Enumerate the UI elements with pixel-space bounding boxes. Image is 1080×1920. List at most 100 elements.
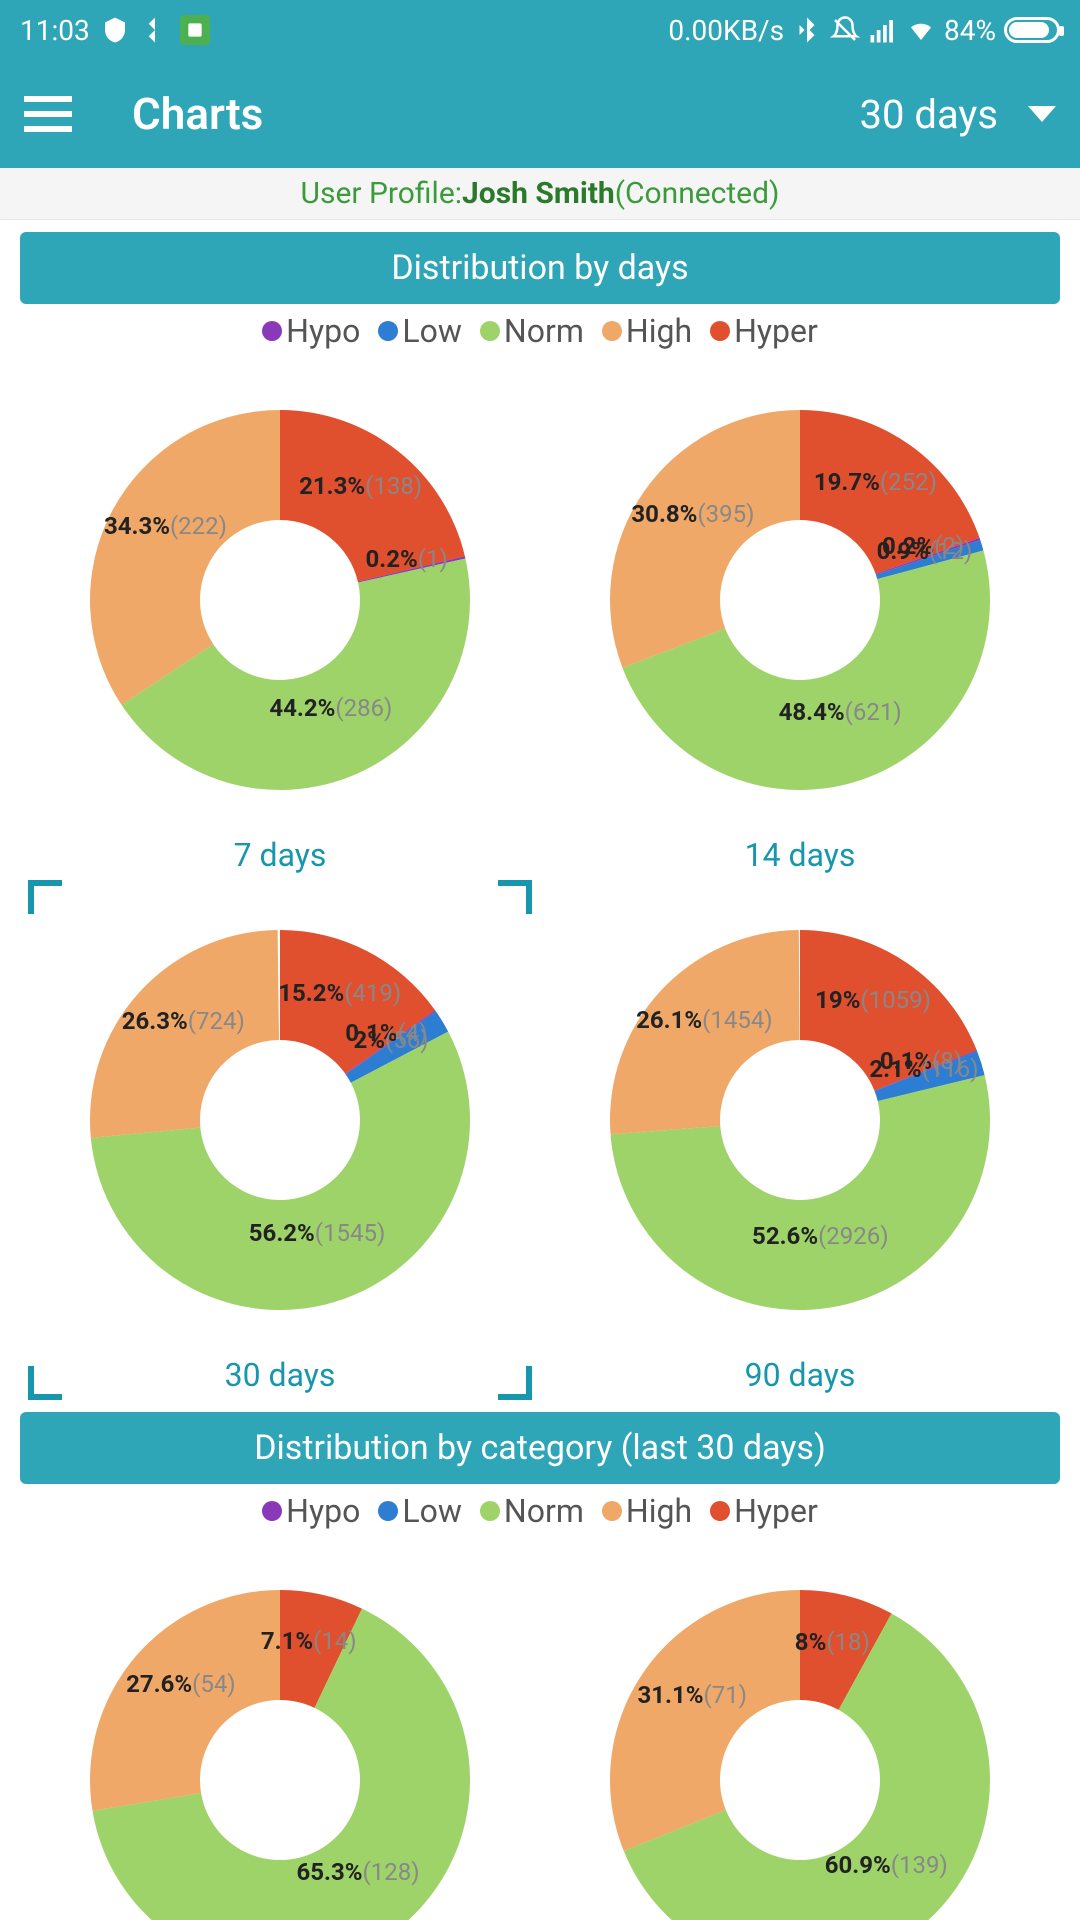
legend-label: Low — [402, 312, 462, 350]
legend-item-low: Low — [378, 312, 462, 350]
donut-chart: 21.3%(138) 0.2%(1) 44.2%(286) 34.3%(222) — [50, 370, 510, 830]
legend-label: Hypo — [286, 312, 360, 350]
donut-chart: 7.1%(14) 65.3%(128) 27.6%(54) — [50, 1550, 510, 1920]
chart-cell[interactable]: 15.2%(419)0.1%(4)2%(56)56.2%(1545)26.3%(… — [20, 880, 540, 1400]
slice-label: 0.9%(12) — [877, 537, 973, 565]
slice-label: 15.2%(419) — [278, 979, 401, 1007]
wifi-icon — [906, 15, 936, 45]
donut-chart: 15.2%(419)0.1%(4)2%(56)56.2%(1545)26.3%(… — [50, 890, 510, 1350]
chart-caption: 30 days — [225, 1356, 336, 1394]
legend-label: Hyper — [734, 312, 818, 350]
menu-icon[interactable] — [24, 96, 72, 132]
chart-caption: 7 days — [234, 836, 327, 874]
slice-label: 19.7%(252) — [814, 468, 937, 496]
legend-dot-icon — [378, 321, 398, 341]
legend-dot-icon — [480, 1501, 500, 1521]
period-dropdown-label: 30 days — [860, 91, 998, 138]
chart-cell[interactable]: 7.1%(14) 65.3%(128) 27.6%(54) — [20, 1540, 540, 1920]
slice-label: 19%(1059) — [815, 986, 931, 1014]
app-bar: Charts 30 days — [0, 60, 1080, 168]
legend-dot-icon — [710, 321, 730, 341]
slice-label: 2.1%(116) — [869, 1055, 978, 1083]
legend-item-hyper: Hyper — [710, 312, 818, 350]
profile-name: Josh Smith — [462, 176, 615, 211]
legend-label: Low — [402, 1492, 462, 1530]
legend-dot-icon — [378, 1501, 398, 1521]
slice-label: 30.8%(395) — [631, 500, 754, 528]
slice-label: 34.3%(222) — [104, 512, 227, 540]
chart-caption: 14 days — [745, 836, 856, 874]
legend-label: High — [626, 312, 692, 350]
legend-dot-icon — [480, 321, 500, 341]
slice-label: 52.6%(2926) — [752, 1222, 889, 1250]
section-header-days: Distribution by days — [20, 232, 1060, 304]
legend-dot-icon — [602, 1501, 622, 1521]
chart-cell[interactable]: 8%(18) 60.9%(139) 31.1%(71) — [540, 1540, 1060, 1920]
dnd-icon — [830, 15, 860, 45]
legend-dot-icon — [262, 1501, 282, 1521]
status-kbps: 0.00KB/s — [668, 14, 784, 47]
legend-category: Hypo Low Norm High Hyper — [20, 1492, 1060, 1530]
status-right: 0.00KB/s 84% — [668, 14, 1060, 47]
legend-item-high: High — [602, 1492, 692, 1530]
profile-bar: User Profile: Josh Smith (Connected) — [0, 168, 1080, 220]
slice-label: 56.2%(1545) — [249, 1219, 386, 1247]
legend-item-low: Low — [378, 1492, 462, 1530]
legend-dot-icon — [710, 1501, 730, 1521]
legend-label: Hypo — [286, 1492, 360, 1530]
slice-label: 60.9%(139) — [825, 1851, 948, 1879]
selection-corner-icon — [498, 1366, 532, 1400]
chart-cell[interactable]: 21.3%(138) 0.2%(1) 44.2%(286) 34.3%(222) 7 d… — [20, 360, 540, 880]
chevron-down-icon — [1028, 106, 1056, 122]
legend-days: Hypo Low Norm High Hyper — [20, 312, 1060, 350]
period-dropdown[interactable]: 30 days — [860, 91, 1056, 138]
profile-label: User Profile: — [301, 176, 462, 211]
slice-label: 26.3%(724) — [122, 1007, 245, 1035]
chart-caption: 90 days — [745, 1356, 856, 1394]
legend-label: Norm — [504, 312, 584, 350]
profile-status: (Connected) — [615, 176, 780, 211]
chart-grid-days: 21.3%(138) 0.2%(1) 44.2%(286) 34.3%(222) 7 d… — [20, 360, 1060, 1400]
legend-label: High — [626, 1492, 692, 1530]
slice-label: 31.1%(71) — [637, 1681, 747, 1709]
status-time: 11:03 — [20, 14, 90, 47]
bt-app-icon — [140, 15, 170, 45]
slice-label: 21.3%(138) — [299, 472, 422, 500]
selection-corner-icon — [498, 880, 532, 914]
legend-item-hyper: Hyper — [710, 1492, 818, 1530]
slice-label: 44.2%(286) — [269, 694, 392, 722]
legend-item-norm: Norm — [480, 312, 584, 350]
app-badge-icon — [180, 15, 210, 45]
bluetooth-icon — [792, 15, 822, 45]
slice-label: 7.1%(14) — [261, 1627, 357, 1655]
legend-item-hypo: Hypo — [262, 312, 360, 350]
nfc-icon — [100, 15, 130, 45]
slice-label: 2%(56) — [354, 1026, 429, 1054]
chart-cell[interactable]: 19.7%(252)0.2%(2)0.9%(12)48.4%(621)30.8%… — [540, 360, 1060, 880]
legend-label: Hyper — [734, 1492, 818, 1530]
legend-item-high: High — [602, 312, 692, 350]
page-title: Charts — [132, 88, 860, 140]
chart-cell[interactable]: 19%(1059)0.1%(8)2.1%(116)52.6%(2926)26.1… — [540, 880, 1060, 1400]
slice-label: 48.4%(621) — [779, 698, 902, 726]
status-bar: 11:03 0.00KB/s 84% — [0, 0, 1080, 60]
slice-label: 8%(18) — [795, 1628, 870, 1656]
content: Distribution by days Hypo Low Norm High Hype… — [0, 232, 1080, 1920]
selection-corner-icon — [28, 1366, 62, 1400]
legend-dot-icon — [262, 321, 282, 341]
slice-label: 26.1%(1454) — [636, 1006, 773, 1034]
slice-label: 27.6%(54) — [126, 1670, 236, 1698]
legend-item-hypo: Hypo — [262, 1492, 360, 1530]
donut-chart: 19.7%(252)0.2%(2)0.9%(12)48.4%(621)30.8%… — [570, 370, 1030, 830]
section-header-category: Distribution by category (last 30 days) — [20, 1412, 1060, 1484]
status-battery-pct: 84% — [944, 14, 996, 47]
selection-corner-icon — [28, 880, 62, 914]
donut-chart: 19%(1059)0.1%(8)2.1%(116)52.6%(2926)26.1… — [570, 890, 1030, 1350]
legend-label: Norm — [504, 1492, 584, 1530]
slice-label: 0.2%(1) — [366, 545, 448, 573]
slice-label: 65.3%(128) — [297, 1858, 420, 1886]
battery-icon — [1004, 17, 1060, 43]
chart-grid-category: 7.1%(14) 65.3%(128) 27.6%(54) 8%(18) 60.9%(1… — [20, 1540, 1060, 1920]
donut-chart: 8%(18) 60.9%(139) 31.1%(71) — [570, 1550, 1030, 1920]
legend-item-norm: Norm — [480, 1492, 584, 1530]
